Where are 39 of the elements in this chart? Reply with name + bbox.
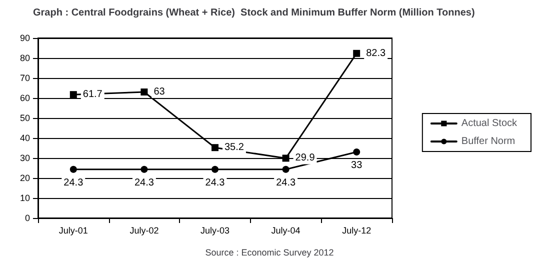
data-label: 24.3 — [134, 177, 154, 188]
y-tick-label: 50 — [20, 113, 30, 123]
point — [212, 166, 218, 173]
data-label: 61.7 — [82, 89, 103, 100]
point — [282, 166, 290, 173]
y-tick-label: 60 — [20, 93, 30, 103]
y-tick-label: 70 — [20, 73, 30, 83]
source-note: Source : Economic Survey 2012 — [205, 248, 334, 258]
point — [282, 154, 290, 162]
chart-title: Graph : Central Foodgrains (Wheat + Rice) Stock and Minimum Buffer Norm (Million Tonnes) — [33, 8, 475, 18]
data-label: 63 — [154, 86, 166, 98]
point — [212, 144, 218, 152]
x-tick-label: July-02 — [130, 226, 159, 236]
point — [70, 166, 77, 173]
y-tick-label: 80 — [20, 53, 30, 63]
legend-label: Buffer Norm — [461, 136, 516, 147]
legend-label: Actual Stock — [461, 118, 518, 129]
point — [140, 88, 148, 96]
data-label: 24.3 — [276, 177, 296, 188]
y-tick-label: 30 — [20, 153, 30, 163]
data-label: 82.3 — [366, 48, 386, 59]
point — [353, 50, 360, 57]
data-label: 29.9 — [295, 152, 316, 164]
y-tick-label: 40 — [20, 133, 30, 143]
data-label: 24.3 — [205, 177, 226, 188]
point — [140, 166, 148, 173]
data-label: 35.2 — [224, 142, 244, 154]
y-tick-label: 0 — [24, 213, 30, 223]
point — [70, 91, 77, 98]
x-tick-label: July-12 — [342, 226, 372, 236]
data-label: 24.3 — [64, 177, 84, 188]
data-label: 33 — [351, 160, 363, 171]
point — [353, 148, 360, 156]
x-tick-label: July-01 — [58, 226, 88, 236]
y-tick-label: 10 — [20, 193, 30, 203]
y-tick-label: 90 — [20, 33, 30, 43]
x-tick-label: July-03 — [200, 226, 230, 236]
x-tick-label: July-04 — [271, 226, 300, 236]
y-tick-label: 20 — [20, 173, 30, 183]
